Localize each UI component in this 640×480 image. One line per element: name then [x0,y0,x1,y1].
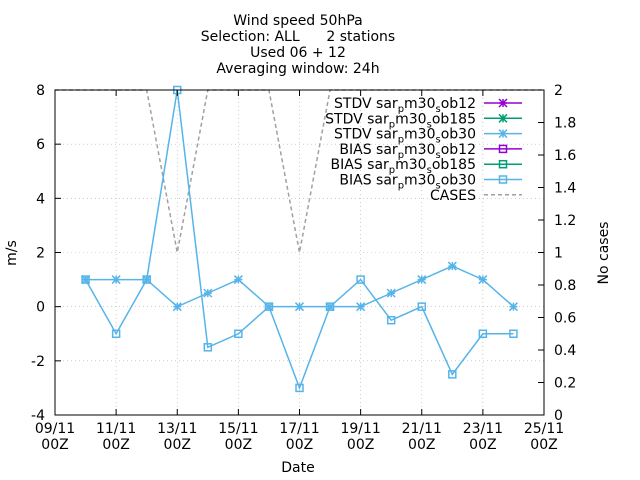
title-line-1: Wind speed 50hPa [233,13,362,29]
data-point [111,329,121,338]
x-tick-label: 00Z [102,437,129,453]
x-tick-label: 00Z [469,437,496,453]
series-bias-sar-pm30-sob30 [81,85,518,393]
legend-label: STDV sarpm30sob30 [334,127,476,146]
x-axis-label: Date [281,460,314,476]
legend-marker [498,113,508,123]
legend-marker [498,98,508,108]
y2-tick-label: 0.2 [554,376,576,392]
x-tick-label: 00Z [225,437,252,453]
x-tick-label: 00Z [286,437,313,453]
series-line [84,89,514,391]
data-point [264,302,274,311]
data-series [81,85,518,393]
y-tick-label: 2 [36,246,45,262]
y2-tick-label: 1.6 [554,148,576,164]
data-point [294,302,305,312]
y-tick-label: -2 [31,354,45,370]
data-point [325,302,335,311]
data-point [111,275,121,285]
cases-line [55,89,544,253]
x-tick-label: 15/11 [218,421,258,437]
legend-label: CASES [430,188,476,204]
data-point [295,383,304,393]
legend-marker [498,175,508,184]
data-point [448,370,457,379]
data-point [356,302,366,312]
legend-label: BIAS sarpm30sob185 [331,157,477,176]
y-tick-label: 8 [36,83,45,99]
x-tick-label: 19/11 [340,421,380,437]
data-point [142,275,151,284]
y2-tick-label: 1.8 [554,116,576,132]
x-tick-label: 23/11 [463,421,503,437]
y2-tick-label: 0.4 [554,343,576,359]
x-tick-label: 00Z [164,437,191,453]
x-tick-label: 13/11 [157,421,197,437]
title-line-3: Used 06 + 12 [250,45,346,61]
title-line-2: Selection: ALL 2 stations [201,29,395,45]
axis-ticks: 09/1100Z11/1100Z13/1100Z15/1100Z17/1100Z… [31,83,576,453]
data-point [233,275,243,285]
y2-tick-label: 1.4 [554,181,576,197]
data-point [386,315,396,325]
data-point [356,275,365,284]
y2-tick-label: 0.6 [554,311,576,327]
legend-marker [498,144,508,154]
y-tick-label: 6 [36,137,45,153]
legend-label: STDV sarpm30sob185 [325,111,476,130]
x-tick-label: 11/11 [96,421,136,437]
y-tick-label: -4 [31,408,45,424]
legend-label: STDV sarpm30sob12 [334,96,476,115]
y2-tick-label: 0 [554,408,563,424]
legend-label: BIAS sarpm30sob12 [339,142,476,161]
chart-title: Wind speed 50hPa Selection: ALL 2 statio… [201,13,395,77]
y2-tick-label: 0.8 [554,278,576,294]
x-tick-label: 09/11 [35,421,75,437]
data-point [478,275,488,285]
legend-marker [498,159,508,169]
x-tick-label: 00Z [41,437,68,453]
y2-tick-label: 2 [554,83,563,99]
legend-label: BIAS sarpm30sob30 [339,173,476,192]
x-tick-label: 17/11 [279,421,319,437]
x-tick-label: 00Z [530,437,557,453]
data-point [386,288,396,298]
data-point [234,329,243,338]
y2-axis-label: No cases [596,222,612,285]
y-axis-label: m/s [4,240,20,266]
x-tick-label: 25/11 [524,421,564,437]
data-point [447,261,457,271]
data-point [203,343,213,352]
cases-series [55,89,544,253]
x-tick-label: 00Z [408,437,435,453]
legend-marker [498,129,508,139]
data-point [417,302,426,311]
title-line-4: Averaging window: 24h [216,61,379,77]
data-point [203,288,213,298]
y2-tick-label: 1.2 [554,213,576,229]
data-point [81,275,90,284]
data-point [417,275,427,285]
y-tick-label: 0 [36,300,45,316]
y2-tick-label: 1 [554,246,563,262]
data-point [509,329,518,338]
y-tick-label: 4 [36,191,45,207]
x-tick-label: 21/11 [402,421,442,437]
data-point [172,302,182,312]
x-tick-label: 00Z [347,437,374,453]
data-point [508,302,518,312]
data-point [478,329,488,338]
